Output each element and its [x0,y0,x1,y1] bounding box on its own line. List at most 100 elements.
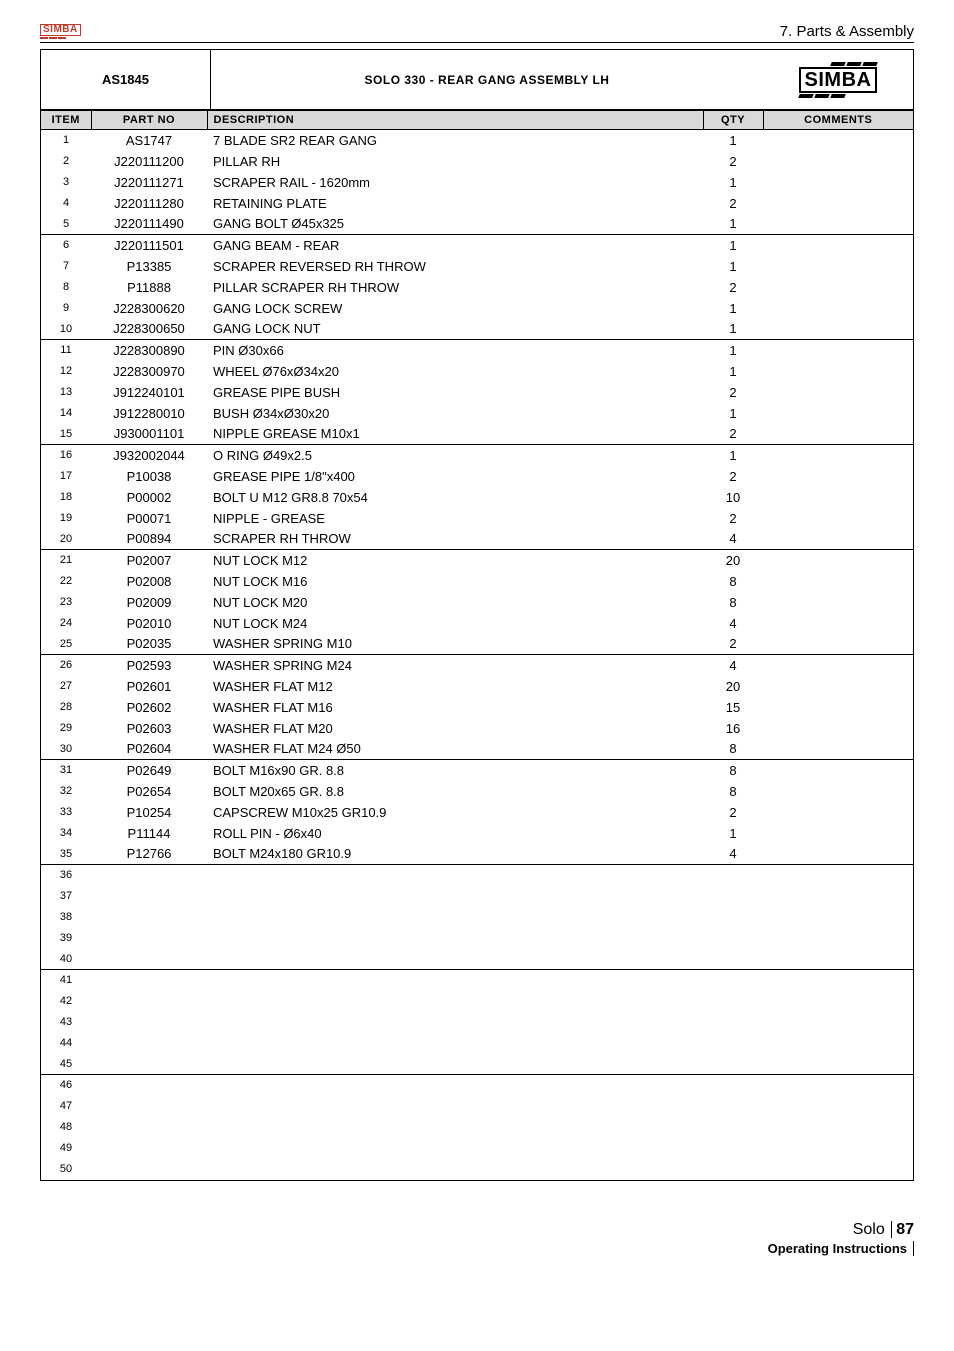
table-row: 23P02009NUT LOCK M208 [41,592,913,613]
cell-partno [91,1054,207,1075]
cell-description [207,1117,703,1138]
cell-item: 33 [41,802,91,823]
cell-partno: J932002044 [91,445,207,466]
cell-description: GANG LOCK SCREW [207,298,703,319]
cell-comments [763,256,913,277]
cell-partno [91,1138,207,1159]
parts-table: ITEM PART NO DESCRIPTION QTY COMMENTS 1A… [41,110,913,1180]
cell-item: 3 [41,172,91,193]
cell-item: 50 [41,1159,91,1180]
cell-qty: 1 [703,256,763,277]
cell-comments [763,1054,913,1075]
table-row: 43 [41,1012,913,1033]
cell-description [207,1096,703,1117]
cell-description: WASHER FLAT M24 Ø50 [207,739,703,760]
cell-qty [703,886,763,907]
table-row: 27P02601WASHER FLAT M1220 [41,676,913,697]
footer-page-number: 87 [896,1221,914,1238]
cell-comments [763,739,913,760]
cell-item: 36 [41,865,91,886]
cell-partno [91,907,207,928]
cell-description: GANG LOCK NUT [207,319,703,340]
cell-description: GREASE PIPE BUSH [207,382,703,403]
cell-item: 48 [41,1117,91,1138]
cell-item: 42 [41,991,91,1012]
cell-partno [91,1012,207,1033]
cell-comments [763,991,913,1012]
logo-bars-bottom [799,94,878,98]
cell-qty: 4 [703,844,763,865]
cell-qty: 1 [703,319,763,340]
cell-partno [91,865,207,886]
table-row: 40 [41,949,913,970]
cell-qty [703,928,763,949]
cell-comments [763,193,913,214]
mini-logo-text: SIMBA [40,24,81,36]
table-row: 12J228300970WHEEL Ø76xØ34x201 [41,361,913,382]
cell-description: PIN Ø30x66 [207,340,703,361]
cell-comments [763,760,913,781]
cell-description: ROLL PIN - Ø6x40 [207,823,703,844]
cell-qty [703,1054,763,1075]
cell-comments [763,529,913,550]
col-description: DESCRIPTION [207,111,703,130]
cell-partno: P10038 [91,466,207,487]
table-row: 1AS17477 BLADE SR2 REAR GANG1 [41,130,913,151]
cell-item: 31 [41,760,91,781]
cell-description [207,1075,703,1096]
cell-comments [763,949,913,970]
cell-comments [763,487,913,508]
table-row: 42 [41,991,913,1012]
cell-comments [763,1117,913,1138]
cell-item: 37 [41,886,91,907]
cell-qty: 4 [703,529,763,550]
cell-partno: P02654 [91,781,207,802]
table-row: 2J220111200PILLAR RH2 [41,151,913,172]
table-row: 7P13385SCRAPER REVERSED RH THROW1 [41,256,913,277]
cell-comments [763,403,913,424]
cell-qty: 2 [703,151,763,172]
cell-partno: P02649 [91,760,207,781]
cell-item: 18 [41,487,91,508]
cell-qty: 16 [703,718,763,739]
cell-comments [763,340,913,361]
parts-table-frame: AS1845 SOLO 330 - REAR GANG ASSEMBLY LH … [40,49,914,1181]
table-row: 34P11144ROLL PIN - Ø6x401 [41,823,913,844]
table-row: 35P12766BOLT M24x180 GR10.94 [41,844,913,865]
cell-comments [763,592,913,613]
cell-description: WASHER FLAT M12 [207,676,703,697]
cell-comments [763,1075,913,1096]
footer-page: Solo 87 [40,1221,914,1239]
cell-qty: 1 [703,361,763,382]
table-row: 47 [41,1096,913,1117]
cell-description: NUT LOCK M20 [207,592,703,613]
footer-product: Solo [853,1221,892,1238]
mini-logo-bars [40,37,81,40]
cell-item: 28 [41,697,91,718]
table-row: 17P10038GREASE PIPE 1/8"x4002 [41,466,913,487]
cell-description: PILLAR SCRAPER RH THROW [207,277,703,298]
table-row: 3J220111271SCRAPER RAIL - 1620mm1 [41,172,913,193]
section-title: 7. Parts & Assembly [780,23,914,40]
cell-item: 47 [41,1096,91,1117]
cell-description [207,865,703,886]
cell-partno [91,928,207,949]
cell-comments [763,424,913,445]
cell-partno: J220111280 [91,193,207,214]
cell-comments [763,298,913,319]
cell-description: WASHER FLAT M20 [207,718,703,739]
cell-comments [763,865,913,886]
cell-description: BOLT M24x180 GR10.9 [207,844,703,865]
table-row: 36 [41,865,913,886]
cell-qty: 2 [703,382,763,403]
cell-partno [91,970,207,991]
table-row: 28P02602WASHER FLAT M1615 [41,697,913,718]
cell-item: 1 [41,130,91,151]
cell-partno: J220111200 [91,151,207,172]
cell-qty: 8 [703,760,763,781]
cell-qty: 1 [703,823,763,844]
cell-item: 46 [41,1075,91,1096]
cell-item: 10 [41,319,91,340]
cell-item: 24 [41,613,91,634]
cell-description [207,907,703,928]
